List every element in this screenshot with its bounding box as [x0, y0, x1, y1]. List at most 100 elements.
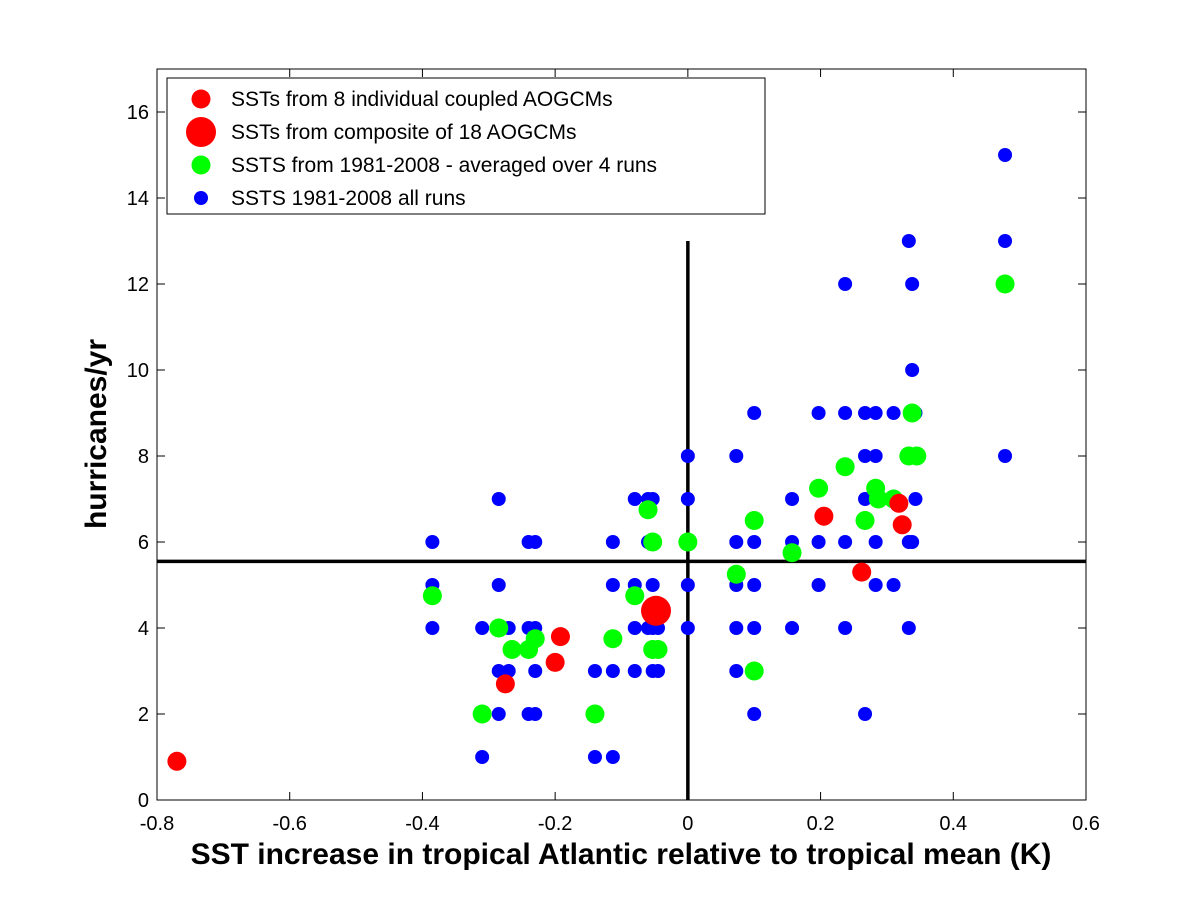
- data-point: [680, 578, 695, 592]
- data-point: [627, 664, 642, 678]
- y-tick-label: 14: [127, 188, 149, 210]
- data-point: [902, 403, 922, 423]
- legend-marker: [194, 191, 208, 205]
- data-point: [605, 578, 620, 592]
- legend-label: SSTs from composite of 18 AOGCMs: [231, 121, 576, 144]
- data-point: [868, 406, 883, 420]
- data-point: [835, 457, 855, 477]
- data-point: [747, 535, 762, 549]
- data-point: [785, 621, 800, 635]
- legend-marker: [191, 89, 211, 109]
- data-point: [472, 704, 492, 724]
- data-point: [905, 535, 920, 549]
- data-point: [747, 707, 762, 721]
- data-point: [729, 664, 744, 678]
- data-point: [422, 586, 442, 606]
- data-point: [838, 621, 853, 635]
- legend-label: SSTS from 1981-2008 - averaged over 4 ru…: [231, 154, 657, 177]
- x-axis-title: SST increase in tropical Atlantic relati…: [191, 838, 1052, 871]
- data-point: [744, 661, 764, 681]
- data-point: [814, 506, 834, 526]
- data-point: [603, 629, 623, 649]
- data-point: [858, 406, 873, 420]
- data-point: [811, 578, 826, 592]
- x-axis: -0.8 -0.6 -0.4 -0.2 0 0.2 0.4 0.6: [140, 69, 1100, 835]
- data-point: [858, 449, 873, 463]
- data-point: [782, 543, 802, 563]
- data-point: [587, 750, 602, 764]
- data-point: [528, 707, 543, 721]
- data-point: [855, 511, 875, 530]
- data-point: [908, 492, 923, 506]
- data-point: [648, 640, 668, 659]
- data-point: [528, 535, 543, 549]
- data-point: [545, 652, 565, 672]
- data-point: [811, 406, 826, 420]
- data-point: [638, 500, 658, 520]
- data-point: [528, 664, 543, 678]
- data-point: [627, 621, 642, 635]
- data-point: [998, 148, 1013, 162]
- data-point: [550, 627, 570, 647]
- y-tick-label: 10: [127, 360, 149, 382]
- data-point: [605, 664, 620, 678]
- data-point: [892, 515, 912, 535]
- data-point: [747, 406, 762, 420]
- data-point: [838, 535, 853, 549]
- data-point: [650, 664, 665, 678]
- data-point: [425, 535, 440, 549]
- data-point: [167, 751, 187, 771]
- data-point: [901, 621, 916, 635]
- data-point: [475, 750, 490, 764]
- data-point: [489, 618, 509, 638]
- data-point: [868, 535, 883, 549]
- data-point: [645, 578, 660, 592]
- x-tick-label: 0.2: [807, 813, 835, 835]
- data-point: [605, 750, 620, 764]
- data-point: [605, 535, 620, 549]
- data-point: [729, 535, 744, 549]
- data-point: [491, 664, 506, 678]
- data-point: [998, 234, 1013, 248]
- data-point: [907, 446, 927, 466]
- data-point: [838, 406, 853, 420]
- data-point: [726, 564, 746, 584]
- data-point: [998, 449, 1013, 463]
- data-point: [502, 640, 522, 659]
- data-point: [643, 532, 663, 552]
- data-point: [809, 478, 829, 498]
- data-point: [886, 406, 901, 420]
- data-point: [585, 704, 605, 724]
- data-point: [729, 621, 744, 635]
- data-point: [587, 664, 602, 678]
- data-point: [625, 586, 645, 606]
- y-axis-title: hurricanes/yr: [80, 339, 113, 529]
- x-tick-label: -0.8: [140, 813, 174, 835]
- y-tick-label: 16: [127, 102, 149, 124]
- legend-label: SSTs from 8 individual coupled AOGCMs: [231, 88, 613, 111]
- data-point: [858, 492, 873, 506]
- y-tick-label: 2: [138, 704, 149, 726]
- data-point: [425, 621, 440, 635]
- y-tick-label: 4: [138, 618, 149, 640]
- y-tick-label: 12: [127, 274, 149, 296]
- legend: SSTs from 8 individual coupled AOGCMs SST…: [166, 77, 766, 215]
- y-axis: 0 2 4 6 8 10 12 14 16: [127, 102, 1086, 812]
- data-point: [995, 274, 1015, 294]
- data-point: [491, 492, 506, 506]
- data-point: [641, 595, 672, 626]
- data-point: [905, 363, 920, 377]
- y-tick-label: 6: [138, 532, 149, 554]
- data-point: [886, 578, 901, 592]
- data-point: [747, 621, 762, 635]
- data-point: [491, 707, 506, 721]
- data-point: [905, 277, 920, 291]
- data-point: [858, 707, 873, 721]
- y-tick-label: 0: [138, 790, 149, 812]
- data-point: [680, 449, 695, 463]
- x-tick-label: -0.4: [405, 813, 439, 835]
- data-point: [729, 449, 744, 463]
- legend-box: [166, 77, 766, 215]
- data-point: [678, 532, 698, 552]
